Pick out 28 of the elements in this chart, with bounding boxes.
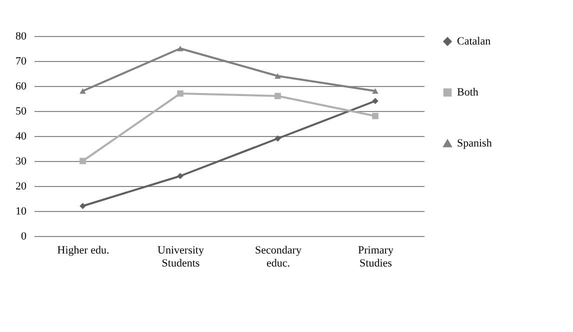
y-tick-label: 40 xyxy=(16,130,27,142)
x-tick-label: Higher edu. xyxy=(57,244,110,256)
point xyxy=(177,46,184,52)
y-tick-label: 0 xyxy=(21,230,27,242)
point xyxy=(177,172,184,180)
point xyxy=(372,112,378,120)
y-tick-label: 80 xyxy=(16,30,27,42)
x-tick-label: Primary Studies xyxy=(358,244,394,270)
legend-label: Both xyxy=(457,86,479,98)
point xyxy=(274,135,281,142)
x-tick-label: University Students xyxy=(158,244,204,270)
point xyxy=(177,90,184,97)
point xyxy=(80,202,86,210)
point xyxy=(80,158,86,164)
point xyxy=(372,88,378,94)
point xyxy=(274,73,281,79)
y-tick-label: 50 xyxy=(16,106,27,118)
y-tick-label: 30 xyxy=(16,156,27,168)
point xyxy=(274,92,281,100)
legend-label: Spanish xyxy=(457,138,492,150)
y-tick-label: 70 xyxy=(16,56,27,68)
y-tick-label: 10 xyxy=(16,206,27,218)
point xyxy=(372,98,378,104)
x-tick-label: Secondary educ. xyxy=(255,244,302,270)
point xyxy=(80,88,86,94)
legend-label: Catalan xyxy=(457,36,492,48)
y-tick-label: 20 xyxy=(16,180,27,192)
y-tick-label: 60 xyxy=(16,80,27,92)
